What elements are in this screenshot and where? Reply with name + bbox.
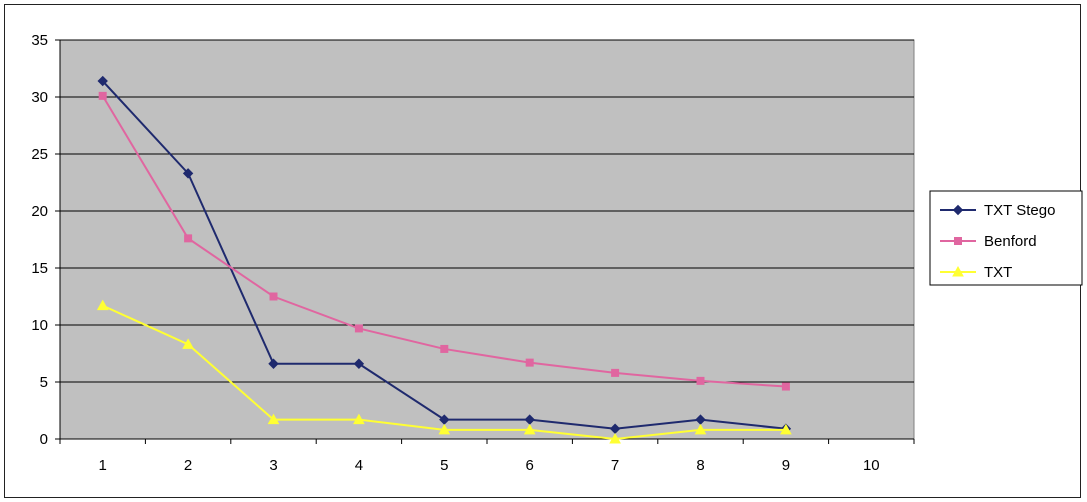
series-txt bbox=[96, 299, 792, 444]
legend-label-benford: Benford bbox=[984, 233, 1037, 250]
data-point-benford bbox=[184, 234, 193, 243]
data-point-txt bbox=[96, 299, 109, 311]
data-point-txt bbox=[694, 423, 707, 435]
data-point-txt bbox=[182, 338, 194, 349]
y-tick-label: 30 bbox=[31, 89, 48, 106]
data-point-txt bbox=[780, 423, 792, 435]
legend-label-txt: TXT bbox=[984, 264, 1012, 281]
data-point-txt bbox=[353, 413, 365, 425]
x-tick-label: 4 bbox=[355, 457, 363, 474]
y-tick-label: 10 bbox=[31, 317, 48, 334]
x-tick-label: 6 bbox=[526, 457, 534, 474]
plot-area bbox=[59, 39, 915, 440]
legend-marker-benford bbox=[954, 237, 962, 245]
data-point-txt-stego bbox=[353, 358, 365, 369]
y-tick-label: 25 bbox=[31, 146, 48, 163]
x-tick-label: 9 bbox=[782, 457, 790, 474]
data-point-txt-stego bbox=[182, 168, 194, 179]
legend-label-txt-stego: TXT Stego bbox=[984, 202, 1055, 219]
data-point-txt bbox=[609, 432, 621, 444]
legend-marker-txt-stego bbox=[952, 204, 964, 216]
data-point-benford bbox=[696, 376, 705, 385]
data-point-txt-stego bbox=[268, 358, 279, 369]
x-tick-label: 3 bbox=[269, 457, 277, 474]
y-axis: 0 5 10 15 20 25 30 35 bbox=[31, 32, 61, 448]
legend-marker-txt bbox=[952, 265, 964, 277]
data-point-benford bbox=[611, 368, 620, 377]
data-point-txt bbox=[267, 413, 280, 425]
data-point-benford bbox=[525, 358, 534, 367]
data-point-benford bbox=[98, 91, 107, 100]
x-tick-label: 7 bbox=[611, 457, 619, 474]
data-point-benford bbox=[269, 292, 278, 301]
x-tick-label: 10 bbox=[863, 457, 880, 474]
y-tick-label: 20 bbox=[31, 203, 48, 220]
data-point-txt bbox=[523, 423, 536, 435]
data-point-benford bbox=[354, 324, 363, 333]
x-tick-label: 8 bbox=[696, 457, 704, 474]
data-point-txt-stego bbox=[97, 75, 108, 87]
y-tick-label: 0 bbox=[40, 431, 48, 448]
data-point-benford bbox=[440, 344, 449, 353]
x-tick-label: 2 bbox=[184, 457, 192, 474]
x-tick-label: 1 bbox=[99, 457, 107, 474]
data-point-benford bbox=[781, 382, 790, 391]
series-benford bbox=[98, 91, 790, 391]
data-point-txt bbox=[438, 423, 451, 435]
x-tick-label: 5 bbox=[440, 457, 448, 474]
y-tick-label: 5 bbox=[40, 374, 48, 391]
legend: TXT Stego Benford TXT bbox=[929, 190, 1083, 286]
y-tick-label: 15 bbox=[31, 260, 48, 277]
y-tick-label: 35 bbox=[31, 32, 48, 49]
series-group bbox=[96, 75, 792, 444]
x-axis: 1 2 3 4 5 6 7 8 9 10 bbox=[59, 438, 915, 474]
gridlines bbox=[60, 39, 914, 383]
